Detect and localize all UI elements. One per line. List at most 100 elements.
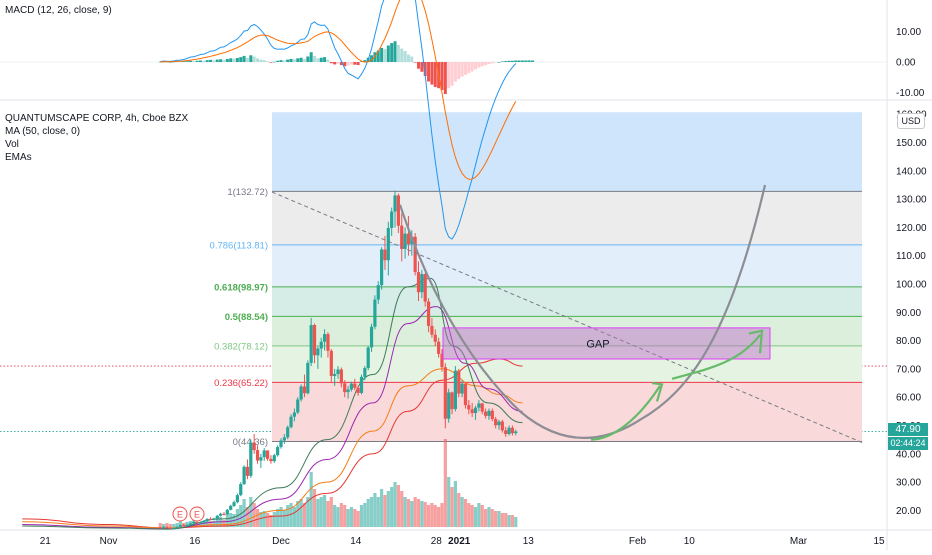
candle-body[interactable] [343,383,347,393]
candle-body[interactable] [339,369,343,384]
candle-body[interactable] [205,518,209,521]
candle-body[interactable] [242,466,246,485]
legend-vol[interactable]: Vol [5,139,19,150]
candle-body[interactable] [235,495,239,503]
candle-body[interactable] [510,427,515,434]
candle-body[interactable] [500,421,504,431]
candle-body[interactable] [272,455,276,462]
candle-body[interactable] [507,427,511,434]
candle-body[interactable] [473,407,478,414]
earnings-marker[interactable] [189,506,205,522]
candle-body[interactable] [158,527,162,529]
candle-body[interactable] [195,522,199,524]
candle-body[interactable] [353,383,357,388]
candle-body[interactable] [229,505,233,510]
candle-body[interactable] [447,392,451,419]
candle-body[interactable] [188,523,193,525]
candle-body[interactable] [373,299,377,327]
candle-body[interactable] [380,249,384,286]
legend-symbol[interactable]: QUANTUMSCAPE CORP, 4h, Cboe BZX [5,113,189,124]
candle-body[interactable] [198,522,203,524]
candle-body[interactable] [292,412,297,417]
candle-body[interactable] [359,376,364,393]
candle-body[interactable] [494,418,498,426]
candle-body[interactable] [269,458,273,462]
candle-body[interactable] [383,249,387,261]
projected-cup-curve[interactable] [398,184,767,439]
candle-body[interactable] [245,466,250,476]
candle-body[interactable] [403,233,407,249]
candle-body[interactable] [202,520,206,523]
candle-body[interactable] [286,427,290,438]
earnings-marker[interactable] [172,506,188,522]
candle-body[interactable] [168,527,172,529]
candle-body[interactable] [306,362,310,394]
candle-body[interactable] [366,347,370,369]
candle-body[interactable] [437,341,441,354]
candle-body[interactable] [426,301,431,326]
candle-body[interactable] [504,430,508,434]
candle-body[interactable] [225,509,229,515]
candle-body[interactable] [363,368,367,377]
legend-emas[interactable]: EMAs [5,152,32,163]
candle-body[interactable] [349,383,354,390]
candle-body[interactable] [326,334,330,351]
candle-body[interactable] [322,334,327,342]
candle-body[interactable] [413,236,417,273]
legend-ma[interactable]: MA (50, close, 0) [5,126,81,137]
candle-body[interactable] [309,325,313,363]
candle-body[interactable] [457,370,461,394]
candle-body[interactable] [215,515,219,519]
candle-body[interactable] [165,527,169,529]
candle-body[interactable] [265,450,270,459]
candle-body[interactable] [443,367,447,419]
price-legend[interactable]: QUANTUMSCAPE CORP, 4h, Cboe BZX MA (50, … [5,112,188,164]
candle-body[interactable] [477,403,481,408]
candle-body[interactable] [396,195,400,226]
candle-body[interactable] [420,274,424,293]
candle-body[interactable] [316,348,320,356]
candle-body[interactable] [369,326,374,348]
candle-body[interactable] [172,527,176,529]
candle-body[interactable] [289,416,293,428]
candle-body[interactable] [329,350,333,376]
candle-body[interactable] [376,285,380,300]
projection-arrow-1[interactable] [590,385,661,441]
candle-body[interactable] [219,513,223,516]
candle-body[interactable] [470,409,474,414]
candle-body[interactable] [430,325,434,335]
candle-body[interactable] [390,211,394,228]
candle-body[interactable] [487,410,491,416]
candle-body[interactable] [262,450,266,458]
candle-body[interactable] [393,195,397,212]
candle-body[interactable] [259,457,263,461]
candle-body[interactable] [497,421,501,426]
projection-arrow-2[interactable] [671,334,761,380]
candle-body[interactable] [312,325,317,356]
candle-body[interactable] [480,403,484,412]
candle-body[interactable] [460,383,464,394]
candle-body[interactable] [302,386,307,394]
candle-body[interactable] [490,410,494,419]
candle-body[interactable] [282,437,286,441]
candle-body[interactable] [222,513,226,515]
candle-body[interactable] [208,518,213,520]
candle-body[interactable] [433,334,437,342]
candle-body[interactable] [175,526,179,528]
candle-body[interactable] [346,389,350,393]
candle-body[interactable] [319,341,323,349]
candle-body[interactable] [232,502,236,506]
candle-body[interactable] [386,227,390,261]
candle-body[interactable] [514,431,518,434]
candle-body[interactable] [252,442,256,451]
candle-body[interactable] [467,405,471,410]
candle-body[interactable] [483,411,488,416]
candle-body[interactable] [336,369,340,374]
candle-body[interactable] [255,450,260,461]
candle-body[interactable] [192,522,196,524]
candle-body[interactable] [299,386,303,400]
candle-body[interactable] [279,440,283,448]
candle-body[interactable] [416,272,421,293]
